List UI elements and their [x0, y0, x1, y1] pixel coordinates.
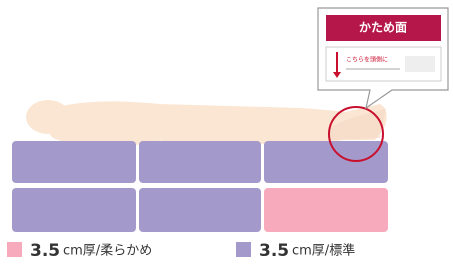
legend-text: cm厚/柔らかめ — [63, 244, 152, 259]
mattress — [12, 141, 388, 232]
callout: かため面 こちらを頭側に — [318, 8, 448, 108]
legend: 3.5 cm厚/柔らかめ 3.5 cm厚/標準 — [7, 241, 355, 261]
block-standard — [12, 188, 136, 232]
callout-title: かため面 — [359, 21, 407, 35]
label-text: こちらを頭側に — [346, 56, 388, 64]
block-standard — [139, 141, 261, 183]
block-standard — [264, 141, 388, 183]
legend-size: 3.5 — [259, 241, 289, 261]
legend-swatch — [236, 242, 251, 257]
diagram: かため面 こちらを頭側に 3.5 cm厚/柔らかめ 3.5 cm厚/標準 — [0, 0, 453, 264]
page: {"callout": {"title": "かため面", "label": "… — [0, 0, 453, 264]
legend-size: 3.5 — [30, 241, 60, 261]
block-standard — [139, 188, 261, 232]
legend-text: cm厚/標準 — [292, 243, 355, 259]
logo — [405, 56, 435, 72]
legend-swatch — [7, 242, 22, 257]
block-standard — [12, 141, 136, 183]
block-soft — [264, 188, 388, 232]
